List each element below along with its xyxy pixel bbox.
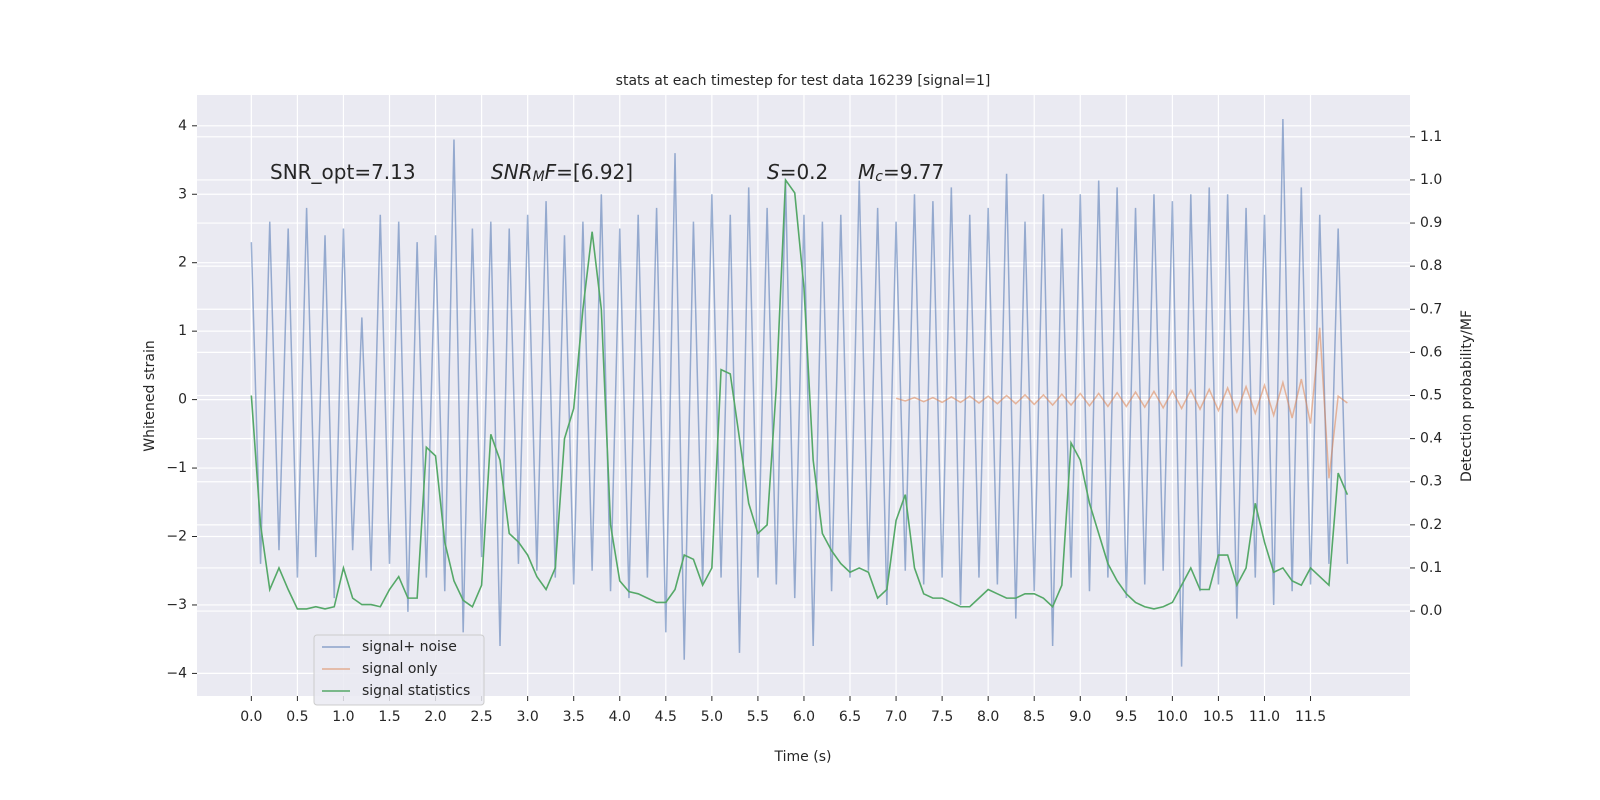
y2-tick-label: 0.0 — [1420, 603, 1442, 619]
chart-title: stats at each timestep for test data 162… — [616, 73, 991, 89]
y-tick-label: −3 — [166, 597, 187, 613]
x-tick-label: 11.5 — [1295, 709, 1326, 725]
x-tick-label: 11.0 — [1249, 709, 1280, 725]
data-line — [895, 327, 1348, 479]
x-tick-label: 5.0 — [701, 709, 723, 725]
x-tick-label: 6.0 — [793, 709, 815, 725]
x-tick-label: 5.5 — [747, 709, 769, 725]
y-tick-label: 1 — [178, 323, 187, 339]
x-tick-label: 10.5 — [1203, 709, 1234, 725]
y2-tick-label: 0.8 — [1420, 258, 1442, 274]
y-tick-label: −4 — [166, 665, 187, 681]
y-tick-label: 4 — [178, 118, 187, 134]
legend-label: signal+ noise — [362, 639, 457, 655]
y2-tick-label: 0.7 — [1420, 301, 1442, 317]
x-tick-label: 0.5 — [286, 709, 308, 725]
y2-tick-label: 0.1 — [1420, 560, 1442, 576]
y-tick-label: 0 — [178, 392, 187, 408]
x-tick-label: 4.0 — [609, 709, 631, 725]
y2-tick-label: 0.2 — [1420, 517, 1442, 533]
y-tick-label: 2 — [178, 255, 187, 271]
y2-axis-label: Detection probability/MF — [1459, 310, 1475, 482]
y2-tick-label: 1.1 — [1420, 129, 1442, 145]
y-tick-label: 3 — [178, 186, 187, 202]
x-tick-label: 7.5 — [931, 709, 953, 725]
annotation: SNRMF=[6.92] — [491, 160, 633, 185]
annotation: S=0.2 — [767, 160, 828, 184]
annotation-run: c — [875, 169, 883, 185]
x-tick-label: 8.5 — [1023, 709, 1045, 725]
annotation: Mc=9.77 — [858, 160, 944, 185]
x-tick-label: 3.5 — [563, 709, 585, 725]
annotation-run: SNR_opt=7.13 — [270, 160, 416, 184]
annotation-run: =0.2 — [780, 160, 829, 184]
annotation-run: =9.77 — [883, 160, 944, 184]
data-line — [250, 177, 1349, 610]
y2-tick-label: 0.3 — [1420, 474, 1442, 490]
legend-box — [313, 634, 485, 706]
annotation-run: SNR — [491, 160, 533, 184]
y-axis-label: Whitened strain — [142, 340, 158, 451]
x-tick-label: 7.0 — [885, 709, 907, 725]
x-tick-label: 6.5 — [839, 709, 861, 725]
annotation: SNR_opt=7.13 — [270, 160, 416, 184]
annotation-run: M — [533, 169, 545, 185]
x-tick-label: 1.5 — [378, 709, 400, 725]
x-tick-label: 3.0 — [517, 709, 539, 725]
y2-tick-label: 1.0 — [1420, 172, 1442, 188]
y2-tick-label: 0.4 — [1420, 431, 1442, 447]
x-axis-label: Time (s) — [774, 749, 832, 765]
y2-tick-label: 0.9 — [1420, 215, 1442, 231]
x-tick-label: 10.0 — [1157, 709, 1188, 725]
legend-label: signal statistics — [362, 683, 470, 699]
legend: signal+ noise signal only signal statistic… — [313, 634, 485, 706]
y2-tick-label: 0.5 — [1420, 388, 1442, 404]
annotation-run: M — [858, 160, 875, 184]
y2-tick-label: 0.6 — [1420, 344, 1442, 360]
x-tick-label: 9.0 — [1069, 709, 1091, 725]
x-tick-label: 0.0 — [240, 709, 262, 725]
annotation-run: =[6.92] — [556, 160, 633, 184]
data-line — [250, 118, 1349, 667]
x-tick-label: 4.5 — [655, 709, 677, 725]
x-tick-label: 9.5 — [1115, 709, 1137, 725]
legend-label: signal only — [362, 661, 437, 677]
y-tick-label: −1 — [166, 460, 187, 476]
annotation-run: S — [767, 160, 780, 184]
x-tick-label: 8.0 — [977, 709, 999, 725]
x-tick-label: 2.5 — [470, 709, 492, 725]
y-tick-label: −2 — [166, 529, 187, 545]
x-tick-label: 2.0 — [424, 709, 446, 725]
annotation-run: F — [545, 160, 557, 184]
x-tick-label: 1.0 — [332, 709, 354, 725]
